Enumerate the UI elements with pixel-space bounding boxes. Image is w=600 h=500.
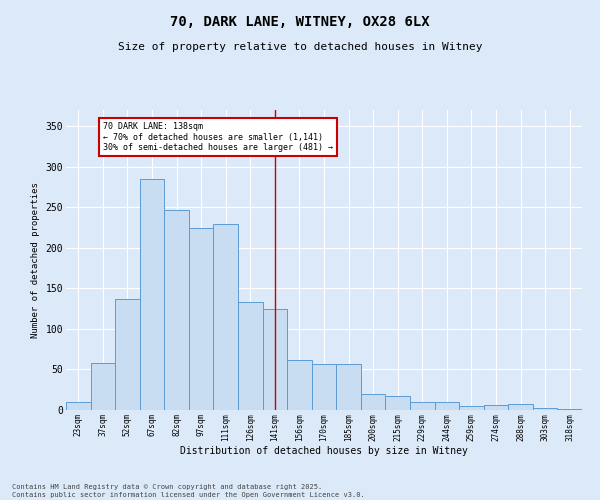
Bar xyxy=(336,364,361,410)
Bar xyxy=(533,408,557,410)
Bar xyxy=(140,179,164,410)
Bar xyxy=(115,299,140,410)
Bar xyxy=(238,302,263,410)
Bar xyxy=(214,224,238,410)
Bar xyxy=(434,402,459,410)
Bar xyxy=(189,228,214,410)
Bar xyxy=(66,402,91,410)
Bar xyxy=(484,405,508,410)
Bar xyxy=(410,402,434,410)
X-axis label: Distribution of detached houses by size in Witney: Distribution of detached houses by size … xyxy=(180,446,468,456)
Bar xyxy=(287,360,312,410)
Bar xyxy=(385,396,410,410)
Bar xyxy=(459,406,484,410)
Bar xyxy=(508,404,533,410)
Bar xyxy=(312,364,336,410)
Text: Size of property relative to detached houses in Witney: Size of property relative to detached ho… xyxy=(118,42,482,52)
Y-axis label: Number of detached properties: Number of detached properties xyxy=(31,182,40,338)
Bar xyxy=(361,394,385,410)
Bar xyxy=(557,409,582,410)
Bar xyxy=(164,210,189,410)
Bar xyxy=(263,308,287,410)
Text: 70 DARK LANE: 138sqm
← 70% of detached houses are smaller (1,141)
30% of semi-de: 70 DARK LANE: 138sqm ← 70% of detached h… xyxy=(103,122,333,152)
Text: 70, DARK LANE, WITNEY, OX28 6LX: 70, DARK LANE, WITNEY, OX28 6LX xyxy=(170,15,430,29)
Text: Contains HM Land Registry data © Crown copyright and database right 2025.
Contai: Contains HM Land Registry data © Crown c… xyxy=(12,484,365,498)
Bar xyxy=(91,363,115,410)
